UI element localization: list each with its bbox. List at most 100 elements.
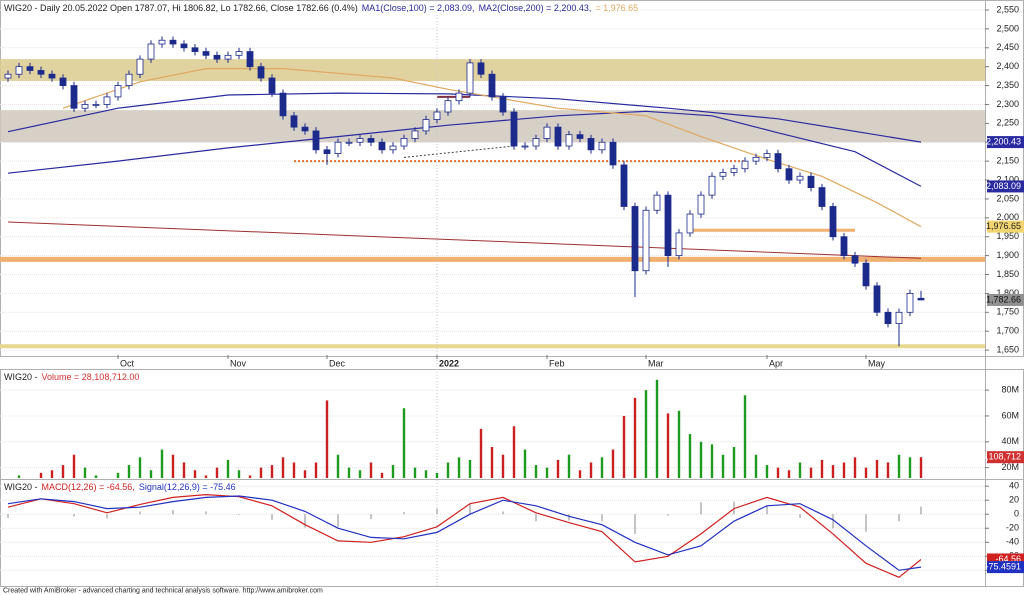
volume-bar bbox=[886, 462, 890, 478]
candle-body bbox=[598, 141, 606, 151]
y-tick-label: 2,050 bbox=[996, 193, 1019, 203]
volume-bar bbox=[567, 454, 571, 478]
candle-body bbox=[290, 115, 298, 128]
price-zone bbox=[0, 110, 985, 143]
histogram-bar bbox=[7, 514, 9, 518]
candle-body bbox=[191, 47, 199, 52]
y-tick-label: 1,850 bbox=[996, 269, 1019, 279]
candle-body bbox=[587, 138, 595, 151]
end-label: 1,976.65 bbox=[986, 220, 1024, 233]
volume-bar bbox=[259, 467, 263, 478]
end-label-box bbox=[987, 451, 1024, 464]
volume-bar bbox=[39, 472, 43, 478]
candle-body bbox=[59, 77, 67, 86]
end-label: 1,782.66 bbox=[986, 293, 1024, 306]
volume-bar bbox=[897, 454, 901, 478]
histogram-bar bbox=[733, 501, 735, 515]
y-tick-label: 2,000 bbox=[996, 212, 1019, 222]
candle-body bbox=[565, 134, 573, 147]
volume-bar bbox=[171, 454, 175, 478]
candle-body bbox=[422, 119, 430, 132]
volume-bar bbox=[666, 413, 670, 478]
candle-body bbox=[213, 54, 221, 60]
histogram-bar bbox=[106, 514, 108, 519]
volume-bar bbox=[809, 467, 813, 478]
candle-body bbox=[81, 104, 89, 109]
candle-body bbox=[444, 100, 452, 113]
candle-body bbox=[4, 73, 12, 79]
candle-body bbox=[785, 168, 793, 181]
candle-body bbox=[752, 156, 760, 162]
y-tick-label: 0 bbox=[1014, 509, 1019, 519]
volume-bar bbox=[336, 454, 340, 478]
y-tick-label: 2,100 bbox=[996, 174, 1019, 184]
y-tick-label: 2,300 bbox=[996, 99, 1019, 109]
title-text: WIG20 - bbox=[4, 372, 38, 382]
candle-body bbox=[37, 70, 45, 75]
volume-bar bbox=[424, 470, 428, 478]
volume-bar bbox=[314, 462, 318, 478]
candle-body bbox=[169, 39, 177, 45]
histogram-bar bbox=[667, 514, 669, 516]
volume-bar bbox=[457, 457, 461, 478]
legend-entry: Signal(12,26,9) = -75.46 bbox=[139, 482, 236, 492]
volume-bar bbox=[292, 462, 296, 478]
end-label-box bbox=[987, 293, 1024, 306]
histogram-bar bbox=[502, 511, 504, 515]
candle-body bbox=[675, 232, 683, 257]
candle-body bbox=[499, 96, 507, 113]
histogram-bar bbox=[370, 514, 372, 520]
histogram-bar bbox=[139, 511, 141, 515]
volume-bar bbox=[578, 470, 582, 478]
histogram-bar bbox=[172, 510, 174, 515]
candle-body bbox=[334, 141, 342, 154]
histogram-bar bbox=[920, 506, 922, 515]
volume-bar bbox=[743, 395, 747, 478]
x-tick-label: Apr bbox=[769, 358, 783, 368]
candle-body bbox=[411, 130, 419, 139]
histogram-bar bbox=[634, 514, 636, 534]
end-label-text: 1,782.66 bbox=[986, 294, 1021, 304]
histogram-bar bbox=[337, 514, 339, 527]
end-label: 2,083.09 bbox=[986, 180, 1024, 193]
volume-bar bbox=[248, 475, 252, 478]
legend-entry: MACD(12,26) = -64.56, bbox=[42, 482, 135, 492]
end-label-box bbox=[987, 136, 1024, 149]
footer: Created with AmiBroker - advanced charti… bbox=[3, 587, 323, 594]
candle-body bbox=[466, 62, 474, 94]
y-tick-label: 1,950 bbox=[996, 231, 1019, 241]
candle-body bbox=[708, 175, 716, 196]
histogram-bar bbox=[469, 503, 471, 515]
volume-bar bbox=[776, 467, 780, 478]
end-label-text: 1,976.65 bbox=[986, 221, 1021, 231]
volume-bar bbox=[798, 462, 802, 478]
candle-body bbox=[345, 141, 353, 144]
candle-body bbox=[114, 85, 122, 98]
candle-body bbox=[26, 66, 34, 71]
panel-title: WIG20 - MACD(12,26) = -64.56, Signal(12,26… bbox=[4, 482, 236, 492]
y-tick-label: 80M bbox=[1001, 384, 1019, 394]
candle-body bbox=[92, 104, 100, 106]
volume-bar bbox=[831, 465, 835, 478]
volume-bar bbox=[446, 462, 450, 478]
candle-body bbox=[818, 187, 826, 207]
volume-bar bbox=[545, 467, 549, 478]
volume-bar bbox=[787, 470, 791, 478]
end-label-text: -75.4591 bbox=[985, 561, 1021, 571]
volume-bar bbox=[468, 459, 472, 478]
volume-bar bbox=[875, 459, 879, 478]
volume-bar bbox=[369, 462, 373, 478]
line-series bbox=[7, 110, 922, 187]
candle-body bbox=[895, 311, 903, 325]
end-label-text: 28,108,712 bbox=[976, 452, 1021, 462]
histogram-bar bbox=[535, 514, 537, 522]
line-series bbox=[7, 493, 922, 578]
candle-body bbox=[224, 54, 232, 60]
volume-bar bbox=[237, 470, 241, 478]
title-text: WIG20 - Daily 20.05.2022 Open 1787.07, H… bbox=[4, 3, 358, 13]
candle-body bbox=[125, 73, 133, 86]
volume-bar bbox=[358, 470, 362, 478]
volume-bar bbox=[61, 465, 65, 478]
candle-body bbox=[158, 39, 166, 45]
